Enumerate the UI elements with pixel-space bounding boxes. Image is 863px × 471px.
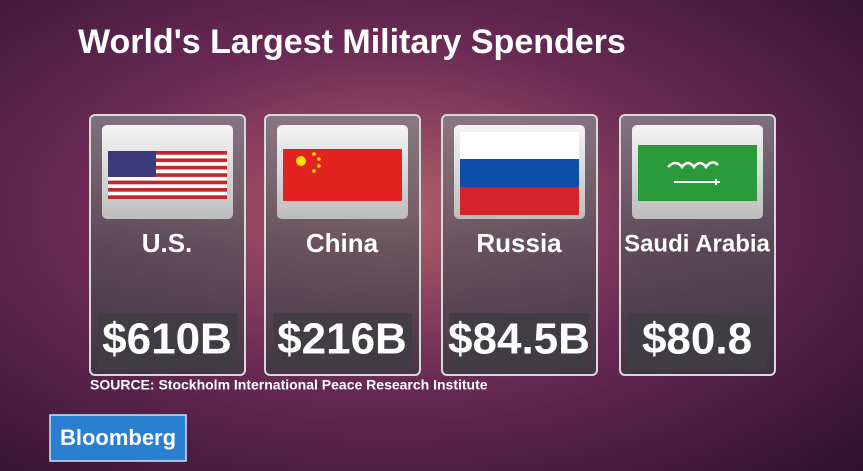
flag-us — [108, 151, 227, 199]
card: U.S. $610B — [89, 114, 246, 376]
flag-russia — [460, 132, 579, 215]
value: $610B — [102, 315, 232, 364]
card: China $216B — [264, 114, 421, 376]
card: Saudi Arabia $80.8 — [619, 114, 776, 376]
source: SOURCE: Stockholm International Peace Re… — [90, 377, 488, 393]
logo: Bloomberg — [49, 414, 187, 462]
value: $80.8 — [642, 315, 752, 364]
flag-saudi — [638, 145, 757, 201]
flag-china — [283, 149, 402, 201]
country: Saudi Arabia — [624, 230, 770, 257]
country: U.S. — [142, 228, 193, 258]
country: Russia — [476, 228, 562, 258]
value: $216B — [277, 315, 407, 364]
value: $84.5B — [448, 315, 590, 364]
logo-text: Bloomberg — [60, 425, 176, 450]
title: World's Largest Military Spenders — [78, 23, 626, 61]
card: Russia $84.5B — [441, 114, 598, 376]
country: China — [306, 228, 379, 258]
